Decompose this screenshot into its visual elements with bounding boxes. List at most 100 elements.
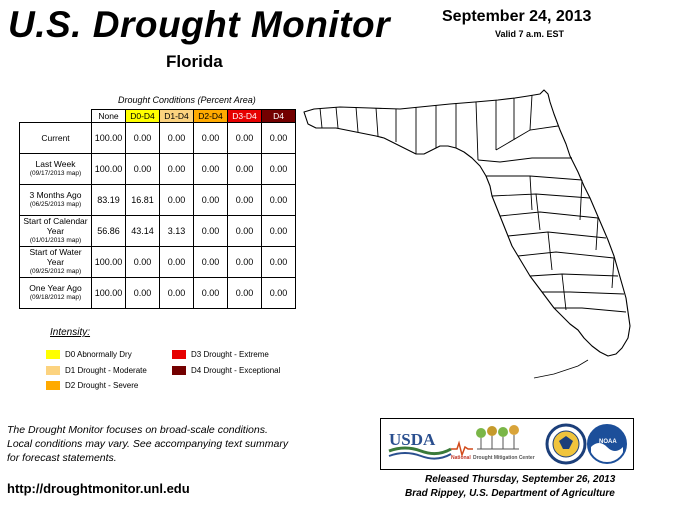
noaa-text: NOAA	[599, 439, 617, 445]
valid-time: Valid 7 a.m. EST	[495, 29, 565, 39]
cell-value: 0.00	[193, 122, 228, 154]
doc-seal-icon	[545, 423, 587, 465]
cell-value: 0.00	[261, 184, 296, 216]
ndmc-text-1: National	[451, 455, 471, 461]
state-name: Florida	[166, 52, 223, 71]
legend-swatch-d0	[46, 350, 60, 359]
col-header-d1-d4: D1-D4	[159, 109, 194, 123]
row-label-date: (09/25/2012 map)	[29, 268, 82, 275]
col-header-d0-d4: D0-D4	[125, 109, 160, 123]
col-header-d2-d4: D2-D4	[193, 109, 228, 123]
cell-value: 56.86	[91, 215, 126, 247]
cell-value: 0.00	[227, 153, 262, 185]
cell-value: 0.00	[261, 122, 296, 154]
row-label-text: Last Week	[35, 159, 76, 169]
legend-label-d1: D1 Drought - Moderate	[65, 366, 147, 375]
note-line: for forecast statements.	[7, 452, 117, 464]
release-date: Released Thursday, September 26, 2013	[425, 474, 616, 485]
noaa-seal-icon: NOAA	[587, 424, 627, 464]
col-header-none: None	[91, 109, 126, 123]
cell-value: 0.00	[193, 184, 228, 216]
cell-value: 0.00	[193, 215, 228, 247]
table-corner	[19, 109, 92, 123]
row-label-text: Current	[41, 133, 70, 143]
row-label: 3 Months Ago (06/25/2013 map)	[19, 184, 92, 216]
col-header-d4: D4	[261, 109, 296, 123]
note-line: The Drought Monitor focuses on broad-sca…	[7, 424, 268, 436]
cell-value: 0.00	[125, 122, 160, 154]
legend-swatch-d2	[46, 381, 60, 390]
table-row-start-of-calendar-year: Start of Calendar Year (01/01/2013 map) 5…	[19, 215, 296, 247]
map-title: U.S. Drought Monitor	[8, 4, 390, 45]
table-row-start-of-water-year: Start of Water Year (09/25/2012 map) 100.…	[19, 246, 296, 278]
legend-item-d1: D1 Drought - Moderate	[46, 366, 147, 375]
cell-value: 0.00	[227, 184, 262, 216]
map-date: September 24, 2013	[442, 8, 592, 25]
cell-value: 3.13	[159, 215, 194, 247]
ndmc-text-2: Drought Mitigation Center	[473, 455, 535, 461]
row-label-date: (06/25/2013 map)	[29, 201, 82, 208]
cell-value: 0.00	[261, 215, 296, 247]
usda-logo-text: USDA	[389, 430, 436, 449]
cell-value: 0.00	[193, 153, 228, 185]
florida-outline	[303, 89, 631, 357]
agency-logos-box: USDA National Drought Mitigation Center …	[380, 418, 634, 470]
row-label-date: (09/18/2012 map)	[29, 294, 82, 301]
cell-value: 0.00	[159, 184, 194, 216]
cell-value: 0.00	[261, 153, 296, 185]
table-row-last-week: Last Week (09/17/2013 map) 100.00 0.00 0.…	[19, 153, 296, 185]
cell-value: 83.19	[91, 184, 126, 216]
table-row-3-months-ago: 3 Months Ago (06/25/2013 map) 83.19 16.81…	[19, 184, 296, 216]
legend-item-d4: D4 Drought - Exceptional	[172, 366, 280, 375]
row-label-text: Start of Calendar Year	[23, 216, 88, 236]
row-label: Start of Calendar Year (01/01/2013 map)	[19, 215, 92, 247]
cell-value: 0.00	[193, 277, 228, 309]
cell-value: 0.00	[125, 277, 160, 309]
cell-value: 16.81	[125, 184, 160, 216]
disclaimer-note: The Drought Monitor focuses on broad-sca…	[7, 423, 288, 465]
cell-value: 0.00	[261, 246, 296, 278]
cell-value: 100.00	[91, 122, 126, 154]
cell-value: 0.00	[261, 277, 296, 309]
cell-value: 0.00	[227, 277, 262, 309]
cell-value: 0.00	[227, 246, 262, 278]
cell-value: 100.00	[91, 246, 126, 278]
col-header-d3-d4: D3-D4	[227, 109, 262, 123]
author-credit: Brad Rippey, U.S. Department of Agricult…	[405, 488, 615, 499]
cell-value: 0.00	[159, 122, 194, 154]
row-label: Start of Water Year (09/25/2012 map)	[19, 246, 92, 278]
cell-value: 0.00	[227, 122, 262, 154]
agency-logos: USDA National Drought Mitigation Center …	[388, 423, 627, 465]
legend-item-d0: D0 Abnormally Dry	[46, 350, 132, 359]
row-label-text: One Year Ago	[29, 283, 82, 293]
legend-label-d4: D4 Drought - Exceptional	[191, 366, 281, 375]
row-label-text: 3 Months Ago	[29, 190, 82, 200]
florida-keys	[533, 359, 589, 379]
drought-conditions-table: None D0-D4 D1-D4 D2-D4 D3-D4 D4 Current …	[19, 109, 296, 309]
cell-value: 0.00	[193, 246, 228, 278]
legend-swatch-d1	[46, 366, 60, 375]
note-line: Local conditions may vary. See accompany…	[7, 438, 289, 450]
cell-value: 0.00	[227, 215, 262, 247]
legend-label-d0: D0 Abnormally Dry	[65, 350, 132, 359]
table-row-one-year-ago: One Year Ago (09/18/2012 map) 100.00 0.00…	[19, 277, 296, 309]
cell-value: 0.00	[125, 153, 160, 185]
cell-value: 100.00	[91, 277, 126, 309]
usda-logo: USDA	[388, 430, 452, 460]
florida-county-map	[303, 89, 631, 379]
cell-value: 0.00	[125, 246, 160, 278]
legend-label-d3: D3 Drought - Extreme	[191, 350, 269, 359]
row-label-date: (09/17/2013 map)	[29, 170, 82, 177]
drought-monitor-link[interactable]: http://droughtmonitor.unl.edu	[7, 481, 190, 496]
legend-label-d2: D2 Drought - Severe	[65, 381, 139, 390]
legend-item-d2: D2 Drought - Severe	[46, 381, 138, 390]
cell-value: 43.14	[125, 215, 160, 247]
legend-title: Intensity:	[50, 327, 91, 338]
legend-item-d3: D3 Drought - Extreme	[172, 350, 269, 359]
table-header-row: None D0-D4 D1-D4 D2-D4 D3-D4 D4	[19, 109, 296, 123]
row-label: Current	[19, 122, 92, 154]
table-row-current: Current 100.00 0.00 0.00 0.00 0.00 0.00	[19, 122, 296, 154]
row-label: One Year Ago (09/18/2012 map)	[19, 277, 92, 309]
county-lines	[319, 94, 627, 313]
ndmc-logo: National Drought Mitigation Center	[451, 425, 535, 461]
